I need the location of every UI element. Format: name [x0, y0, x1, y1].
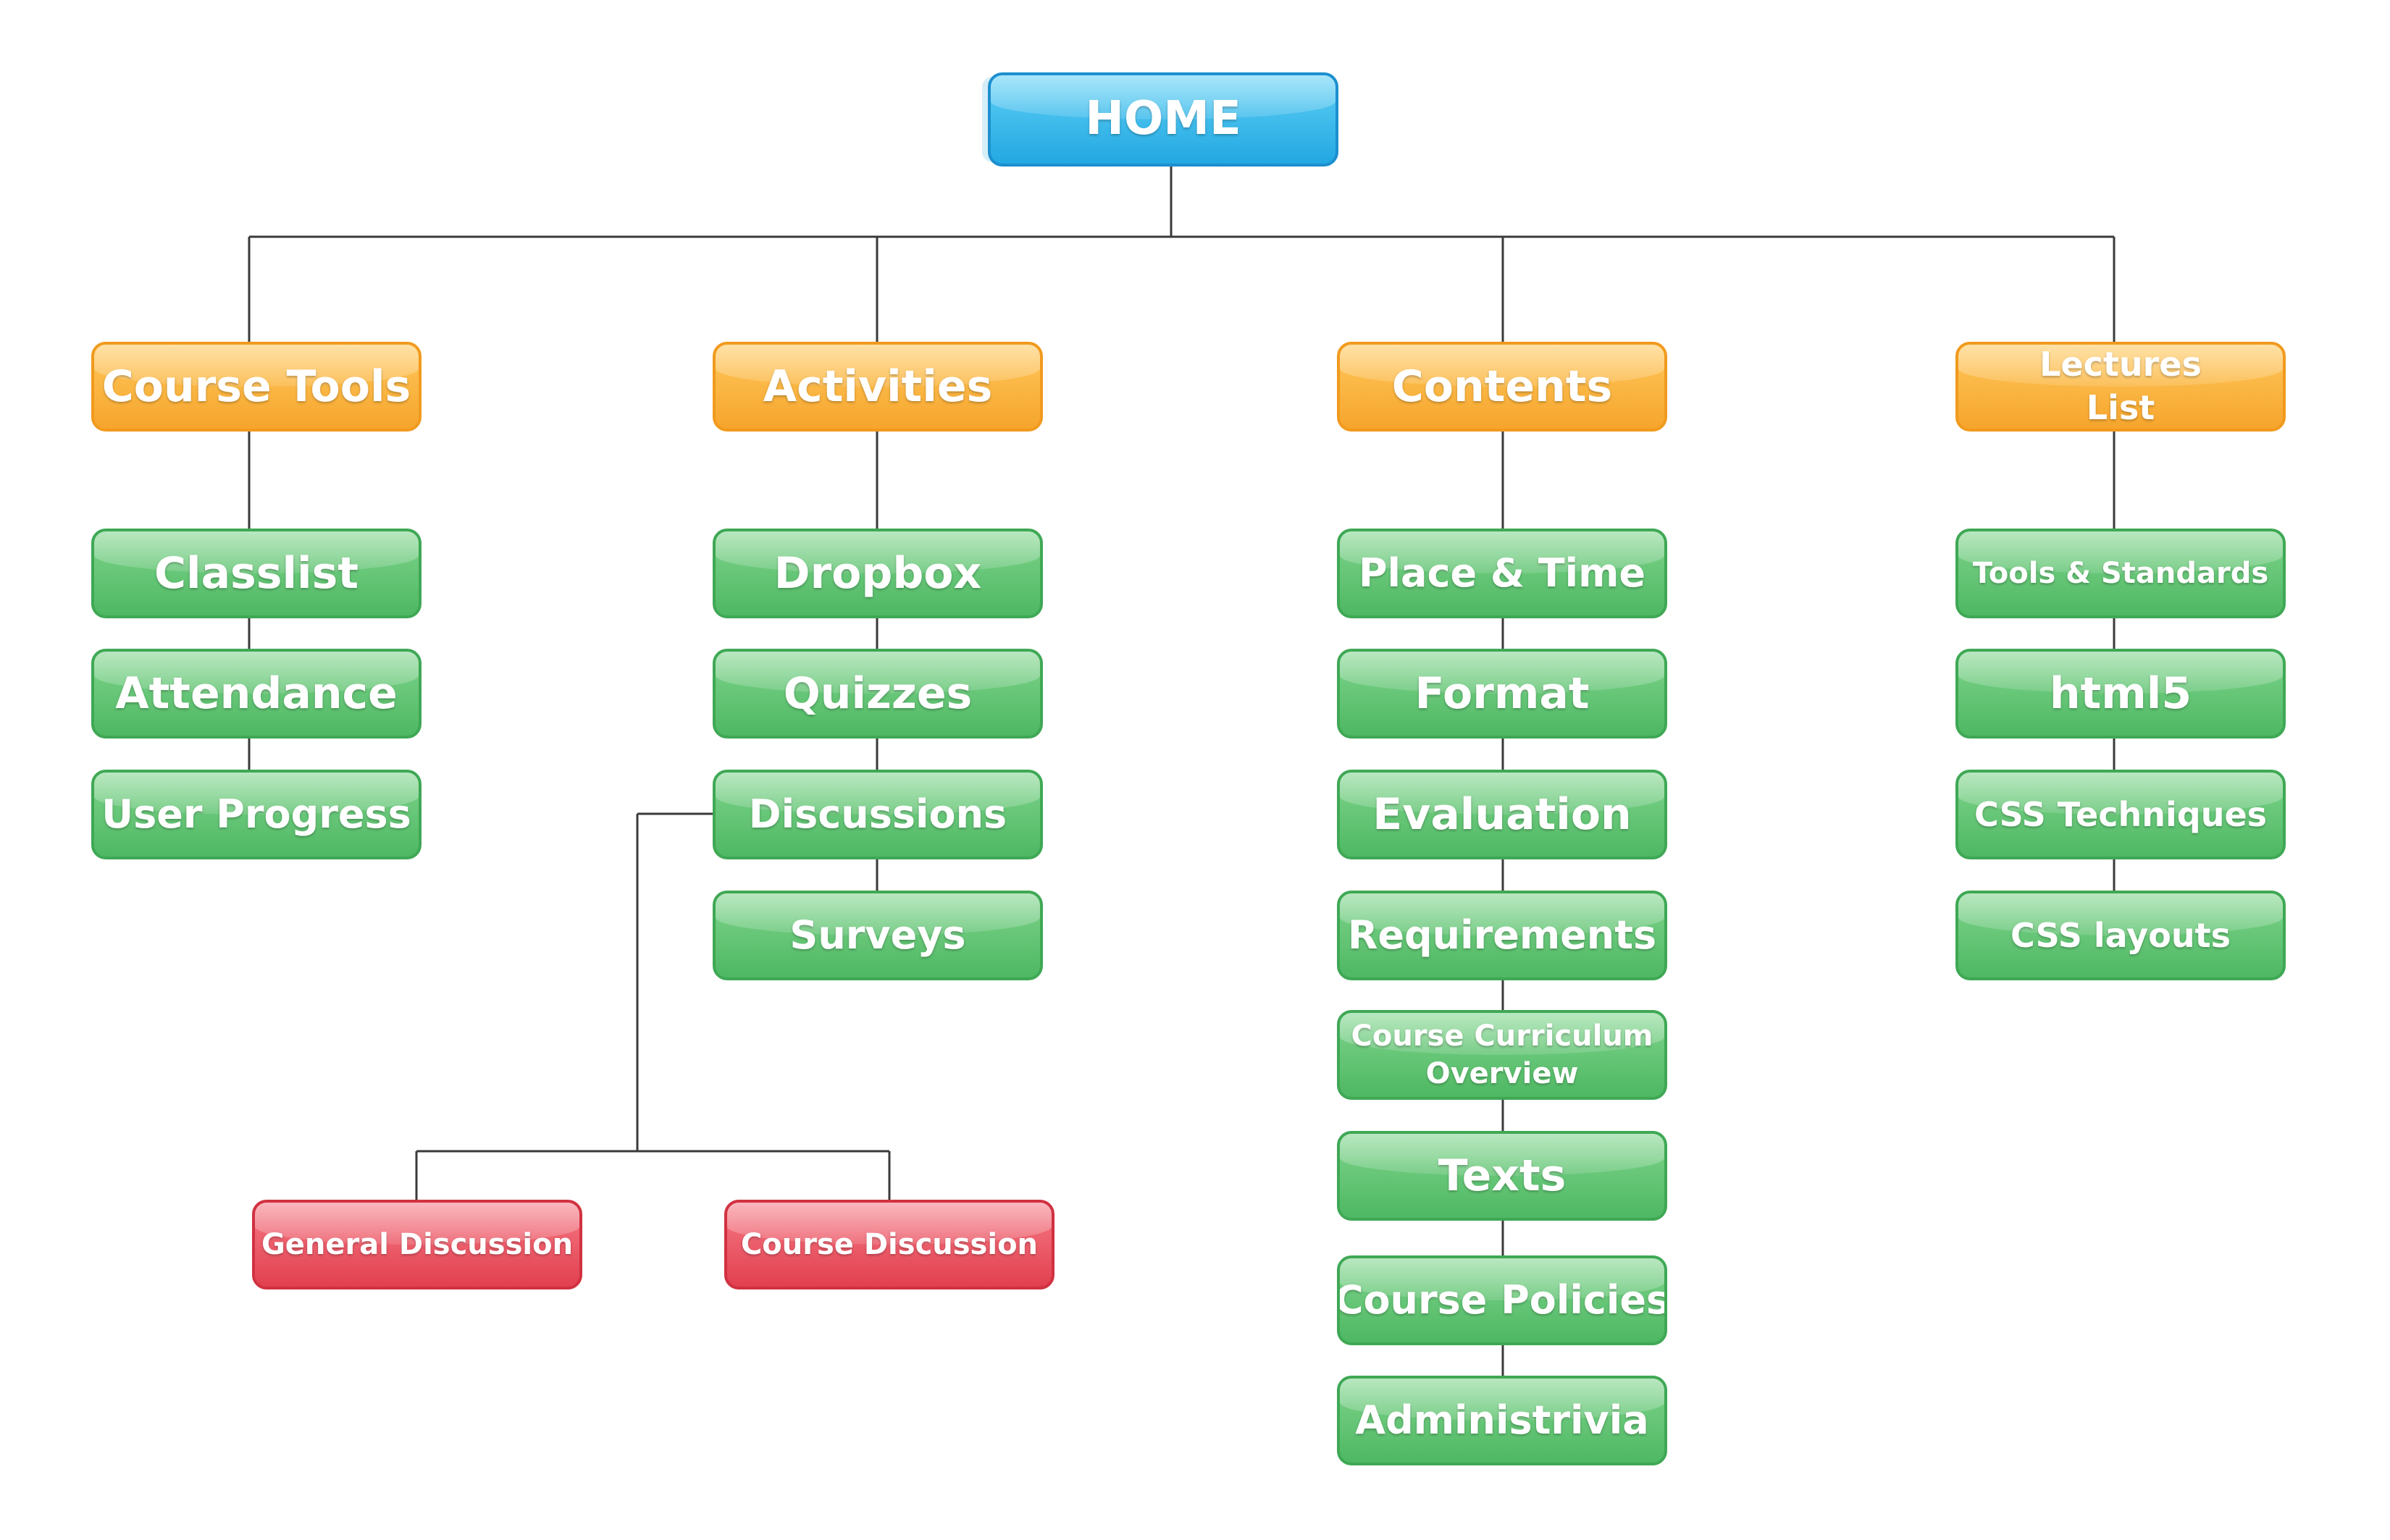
node-requirements[interactable]: Requirements [1337, 891, 1667, 980]
node-administrivia[interactable]: Administrivia [1337, 1376, 1667, 1465]
node-html5[interactable]: html5 [1955, 649, 2286, 739]
node-user-progress-label: User Progress [101, 791, 411, 837]
node-lectures-list[interactable]: Lectures List [1955, 342, 2286, 432]
node-lectures-list-label: Lectures List [2039, 345, 2202, 427]
node-attendance[interactable]: Attendance [91, 649, 422, 739]
node-css-layouts-label: CSS layouts [2010, 915, 2231, 955]
node-place-time-label: Place & Time [1358, 550, 1646, 596]
node-course-tools[interactable]: Course Tools [91, 342, 422, 432]
node-home-label: HOME [1085, 92, 1241, 146]
node-course-policies[interactable]: Course Policies [1337, 1255, 1667, 1345]
node-surveys-label: Surveys [789, 912, 966, 958]
node-course-curriculum-overview[interactable]: Course Curriculum Overview [1337, 1010, 1667, 1100]
node-quizzes-label: Quizzes [783, 668, 973, 719]
node-texts-label: Texts [1438, 1150, 1567, 1201]
node-course-tools-label: Course Tools [101, 361, 411, 412]
node-html5-label: html5 [2049, 668, 2192, 719]
node-quizzes[interactable]: Quizzes [713, 649, 1043, 739]
node-place-time[interactable]: Place & Time [1337, 529, 1667, 618]
node-tools-standards[interactable]: Tools & Standards [1955, 529, 2286, 618]
node-course-policies-label: Course Policies [1337, 1276, 1667, 1323]
node-activities[interactable]: Activities [713, 342, 1043, 432]
node-classlist-label: Classlist [154, 547, 359, 599]
node-course-discussion[interactable]: Course Discussion [724, 1200, 1054, 1289]
node-css-layouts[interactable]: CSS layouts [1955, 891, 2286, 980]
node-course-discussion-label: Course Discussion [740, 1228, 1039, 1261]
node-requirements-label: Requirements [1347, 912, 1657, 958]
node-css-techniques-label: CSS Techniques [1974, 794, 2268, 834]
node-dropbox-label: Dropbox [773, 547, 982, 599]
node-contents[interactable]: Contents [1337, 342, 1667, 432]
node-css-techniques[interactable]: CSS Techniques [1955, 770, 2286, 859]
node-user-progress[interactable]: User Progress [91, 770, 422, 859]
node-home[interactable]: HOME [988, 72, 1338, 167]
node-classlist[interactable]: Classlist [91, 529, 422, 618]
node-texts[interactable]: Texts [1337, 1131, 1667, 1221]
node-evaluation[interactable]: Evaluation [1337, 770, 1667, 859]
node-general-discussion-label: General Discussion [261, 1228, 574, 1261]
node-activities-label: Activities [763, 361, 993, 412]
node-contents-label: Contents [1391, 361, 1613, 412]
node-discussions-label: Discussions [748, 791, 1007, 837]
node-administrivia-label: Administrivia [1355, 1397, 1649, 1443]
node-dropbox[interactable]: Dropbox [713, 529, 1043, 618]
node-course-curriculum-overview-label: Course Curriculum Overview [1351, 1019, 1653, 1090]
node-discussions[interactable]: Discussions [713, 770, 1043, 859]
node-format[interactable]: Format [1337, 649, 1667, 739]
node-surveys[interactable]: Surveys [713, 891, 1043, 980]
node-general-discussion[interactable]: General Discussion [252, 1200, 582, 1289]
node-attendance-label: Attendance [115, 668, 398, 719]
node-format-label: Format [1414, 668, 1590, 719]
node-evaluation-label: Evaluation [1372, 788, 1632, 840]
node-tools-standards-label: Tools & Standards [1972, 557, 2269, 590]
